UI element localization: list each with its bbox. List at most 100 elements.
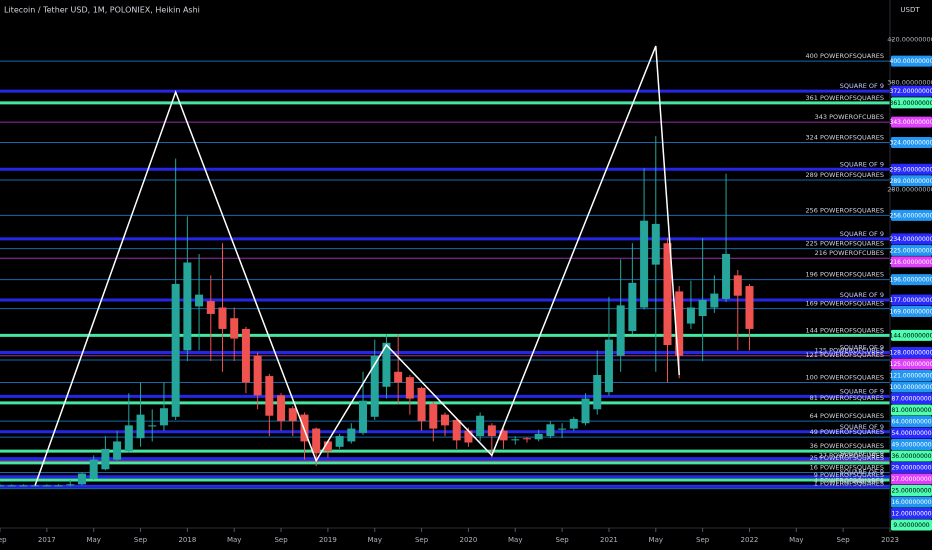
level-label: 64 POWEROFSQUARES <box>810 412 884 420</box>
x-tick-label: Sep <box>556 536 570 544</box>
candle-body <box>31 485 40 487</box>
level-label: 4 POWEROFSQUARES <box>814 476 884 484</box>
y-tick-label: 380.00000000 <box>887 79 932 87</box>
x-tick-label: May <box>508 536 522 544</box>
candle-body <box>675 291 684 356</box>
candle-body <box>359 400 368 433</box>
x-tick-label: Sep <box>134 536 148 544</box>
level-badge <box>891 462 932 473</box>
candle-body <box>171 283 180 417</box>
level-badge-label: 25.00000000 <box>891 488 931 495</box>
level-badge <box>891 137 932 148</box>
candle-body <box>66 484 75 486</box>
level-label: 9 POWEROFSQUARES <box>814 471 884 479</box>
level-badge <box>891 508 932 519</box>
x-tick-label: 2019 <box>319 536 337 544</box>
x-tick-label: 2017 <box>38 536 56 544</box>
candle-body <box>312 428 321 454</box>
level-badge <box>891 274 932 286</box>
level-badge-label: 289.00000000 <box>890 178 932 185</box>
level-badge <box>891 175 932 187</box>
level-label: SQUARE OF 9 <box>840 387 884 395</box>
level-badge <box>891 233 932 245</box>
level-label: 196 POWEROFSQUARES <box>806 271 885 279</box>
candle-body <box>546 424 555 437</box>
candle-body <box>159 408 168 426</box>
x-tick-label: May <box>86 536 100 544</box>
candle-body <box>136 414 145 439</box>
candle-body <box>452 420 461 441</box>
candle-body <box>487 425 496 437</box>
level-badge-label: 299.00000000 <box>890 166 932 173</box>
level-label: 400 POWEROFSQUARES <box>806 52 885 60</box>
level-badge-label: 54.00000000 <box>891 430 931 437</box>
candle-body <box>651 223 660 265</box>
level-badge <box>891 244 932 256</box>
candle-body <box>241 328 250 383</box>
candle-body <box>148 425 157 427</box>
level-badge <box>891 209 932 221</box>
candle-body <box>230 318 239 339</box>
x-tick-label: Sep <box>696 536 710 544</box>
level-badge-label: 27.00000000 <box>891 476 931 483</box>
level-badge-label: 16.00000000 <box>891 499 931 506</box>
candle-body <box>218 307 227 329</box>
level-badge <box>891 347 932 358</box>
level-badge-label: 225.00000000 <box>890 247 932 254</box>
level-label: 343 POWEROFCUBES <box>815 113 884 121</box>
candle-body <box>405 377 414 399</box>
zigzag-line <box>34 45 680 486</box>
level-badge-label: 196.00000000 <box>890 277 932 284</box>
level-badge <box>891 450 932 462</box>
level-label: 169 POWEROFSQUARES <box>806 300 885 308</box>
candle-body <box>534 433 543 440</box>
level-badge-label: 177.00000000 <box>890 297 932 304</box>
candle-body <box>476 415 485 437</box>
level-badge-label: 121.00000000 <box>890 373 932 380</box>
candle-body <box>195 294 204 307</box>
candle-body <box>686 307 695 324</box>
y-tick-label: 420.00000000 <box>887 36 932 44</box>
level-label: 36 POWEROFSQUARES <box>810 442 884 450</box>
candle-body <box>347 428 356 442</box>
level-badge <box>891 97 932 109</box>
plot-area: 400 POWEROFSQUARES SQUARE OF 9 361 POWEROF… <box>0 45 890 490</box>
candle-body <box>710 293 719 308</box>
y-tick-label: 280.00000000 <box>887 186 932 194</box>
level-label: 121 POWEROFSQUARES <box>806 351 885 359</box>
level-badge-label: 216.00000000 <box>890 259 932 266</box>
level-label: 1 POWEROFSQUARES <box>814 480 884 488</box>
currency-label: USDT <box>900 6 920 14</box>
level-badge <box>891 404 932 416</box>
candle-body <box>522 438 531 440</box>
candle-body <box>7 485 16 487</box>
x-tick-label: May <box>367 536 381 544</box>
x-tick-label: 2022 <box>741 536 759 544</box>
level-label: 225 POWEROFSQUARES <box>806 240 885 248</box>
level-label: 144 POWEROFSQUARES <box>806 326 885 334</box>
level-label: 49 POWEROFSQUARES <box>810 428 884 436</box>
level-badge <box>891 358 932 370</box>
level-badge <box>891 329 932 341</box>
level-label: 25 POWEROFSQUARES <box>810 454 884 462</box>
level-label: 216 POWEROFCUBES <box>815 249 884 257</box>
level-badge-label: 256.00000000 <box>890 212 932 219</box>
x-tick-label: Sep <box>274 536 288 544</box>
level-label: SQUARE OF 9 <box>840 423 884 431</box>
candle-body <box>19 485 28 487</box>
level-badge-label: 144.00000000 <box>890 332 932 339</box>
candle-body <box>335 436 344 447</box>
level-badge-label: 29.00000000 <box>891 465 931 472</box>
candle-body <box>464 430 473 443</box>
candle-body <box>253 355 262 396</box>
candle-body <box>558 428 567 430</box>
candle-body <box>698 300 707 317</box>
level-badge-label: 234.00000000 <box>890 236 932 243</box>
level-label: 27 POWEROFCUBES <box>819 452 884 460</box>
x-tick-label: 2018 <box>178 536 196 544</box>
candle-body <box>77 473 86 485</box>
level-label: 256 POWEROFSQUARES <box>806 206 885 214</box>
candle-body <box>54 485 63 487</box>
level-badge <box>891 519 932 531</box>
